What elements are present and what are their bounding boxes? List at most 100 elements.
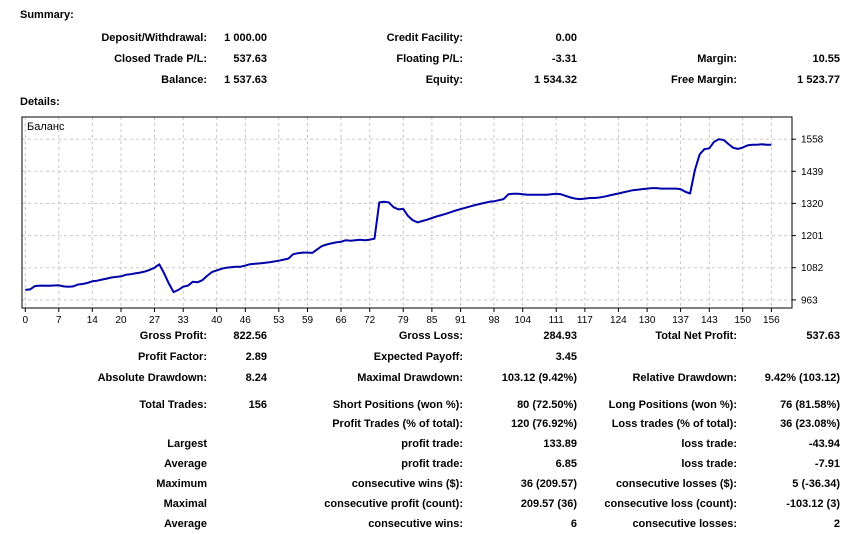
label-cell: Profit Factor:: [137, 351, 207, 363]
svg-text:104: 104: [514, 315, 531, 326]
details-heading: Details:: [20, 96, 60, 108]
svg-text:130: 130: [639, 315, 656, 326]
label-cell: Expected Payoff:: [373, 351, 463, 363]
svg-text:1439: 1439: [801, 167, 824, 178]
svg-text:46: 46: [240, 315, 252, 326]
value-cell: 6.85: [555, 458, 577, 470]
svg-text:59: 59: [302, 315, 314, 326]
svg-text:33: 33: [178, 315, 190, 326]
svg-text:40: 40: [211, 315, 223, 326]
svg-text:124: 124: [610, 315, 627, 326]
label-cell: consecutive wins ($):: [351, 478, 463, 490]
label-cell: [577, 28, 737, 49]
value-cell: 1 000.00: [224, 32, 267, 44]
value-cell: 822.56: [233, 330, 267, 342]
summary-heading: Summary:: [20, 9, 74, 21]
label-cell: Deposit/Withdrawal:: [101, 32, 207, 44]
label-cell: Profit Trades (% of total):: [332, 418, 463, 430]
report-row: Deposit/Withdrawal: 1 000.00 Credit Facili…: [0, 28, 853, 49]
label-cell: Equity:: [425, 74, 463, 86]
svg-text:156: 156: [763, 315, 780, 326]
label-cell: Floating P/L:: [396, 53, 463, 65]
value-cell: 2.89: [245, 351, 267, 363]
value-cell: 6: [570, 518, 577, 530]
value-cell: [207, 454, 267, 474]
balance-chart-svg: 0 7 14 20 27 33 40 46 53 59 66 72 79 85 91 98 104 111 117 1…: [21, 116, 824, 326]
value-cell: [207, 494, 267, 514]
balance-chart: 0 7 14 20 27 33 40 46 53 59 66 72 79 85 91 98 104 111 117 1…: [20, 115, 835, 330]
label-cell: Credit Facility:: [386, 32, 463, 44]
value-cell: 36 (209.57): [520, 478, 577, 490]
label-cell: Relative Drawdown:: [632, 372, 737, 384]
value-cell: 10.55: [812, 53, 840, 65]
report-row: Maximum consecutive wins ($): 36 (209.57) c…: [0, 474, 853, 494]
svg-text:91: 91: [455, 315, 467, 326]
report-row: Gross Profit: 822.56 Gross Loss: 284.93 Tota…: [0, 326, 853, 347]
value-cell: [207, 415, 267, 434]
label-cell: profit trade:: [401, 458, 463, 470]
value-cell: 1 523.77: [797, 74, 840, 86]
report-row: Closed Trade P/L: 537.63 Floating P/L: -3.3…: [0, 49, 853, 70]
svg-text:53: 53: [273, 315, 285, 326]
value-cell: [737, 347, 840, 368]
value-cell: -7.91: [814, 458, 840, 470]
value-cell: 76 (81.58%): [780, 399, 840, 411]
svg-text:150: 150: [734, 315, 751, 326]
svg-text:Баланс: Баланс: [27, 121, 65, 133]
report-row: Balance: 1 537.63 Equity: 1 534.32 Free Marg…: [0, 70, 853, 91]
label-cell: loss trade:: [681, 458, 737, 470]
report-row: Absolute Drawdown: 8.24 Maximal Drawdown: 1…: [0, 368, 853, 389]
svg-text:143: 143: [701, 315, 718, 326]
value-cell: -3.31: [551, 53, 577, 65]
svg-text:0: 0: [23, 315, 29, 326]
value-cell: 537.63: [233, 53, 267, 65]
label-cell: Loss trades (% of total):: [611, 418, 737, 430]
value-cell: 3.45: [555, 351, 577, 363]
value-cell: 120 (76.92%): [510, 418, 577, 430]
label-cell: [577, 347, 737, 368]
svg-text:1320: 1320: [801, 199, 824, 210]
value-cell: 80 (72.50%): [517, 399, 577, 411]
label-cell: Total Trades:: [139, 399, 207, 411]
value-cell: [207, 514, 267, 534]
label-cell: Margin:: [697, 53, 737, 65]
label-cell: Balance:: [161, 74, 207, 86]
svg-text:98: 98: [488, 315, 500, 326]
label-cell: consecutive losses ($):: [615, 478, 737, 490]
value-cell: 284.93: [543, 330, 577, 342]
value-cell: 537.63: [806, 330, 840, 342]
value-cell: [737, 28, 840, 49]
value-cell: 133.89: [543, 438, 577, 450]
svg-text:20: 20: [115, 315, 127, 326]
label-cell: consecutive losses:: [632, 518, 737, 530]
svg-text:85: 85: [426, 315, 438, 326]
report-row: Profit Trades (% of total): 120 (76.92%) L…: [0, 415, 853, 434]
value-cell: 9.42% (103.12): [764, 372, 840, 384]
value-cell: 2: [833, 518, 840, 530]
svg-text:1201: 1201: [801, 231, 824, 242]
value-cell: 5 (-36.34): [792, 478, 840, 490]
value-cell: [207, 474, 267, 494]
value-cell: [207, 434, 267, 454]
label-cell: Average: [163, 518, 207, 530]
report-row: Average profit trade: 6.85 loss trade: -7.91: [0, 454, 853, 474]
label-cell: loss trade:: [681, 438, 737, 450]
value-cell: -43.94: [808, 438, 840, 450]
label-cell: consecutive loss (count):: [604, 498, 737, 510]
svg-text:79: 79: [398, 315, 410, 326]
label-cell: Absolute Drawdown:: [97, 372, 207, 384]
report-row: Profit Factor: 2.89 Expected Payoff: 3.45: [0, 347, 853, 368]
label-cell: Closed Trade P/L:: [114, 53, 207, 65]
report-row: Maximal consecutive profit (count): 209.57…: [0, 494, 853, 514]
svg-text:117: 117: [577, 315, 593, 326]
label-cell: Free Margin:: [670, 74, 737, 86]
svg-text:963: 963: [801, 295, 818, 306]
value-cell: 1 534.32: [534, 74, 577, 86]
svg-text:1082: 1082: [801, 263, 824, 274]
value-cell: 209.57 (36): [520, 498, 577, 510]
summary-section: Deposit/Withdrawal: 1 000.00 Credit Facili…: [0, 28, 853, 91]
svg-text:27: 27: [149, 315, 161, 326]
label-cell: Short Positions (won %):: [332, 399, 463, 411]
svg-text:111: 111: [549, 315, 565, 326]
label-cell: profit trade:: [401, 438, 463, 450]
